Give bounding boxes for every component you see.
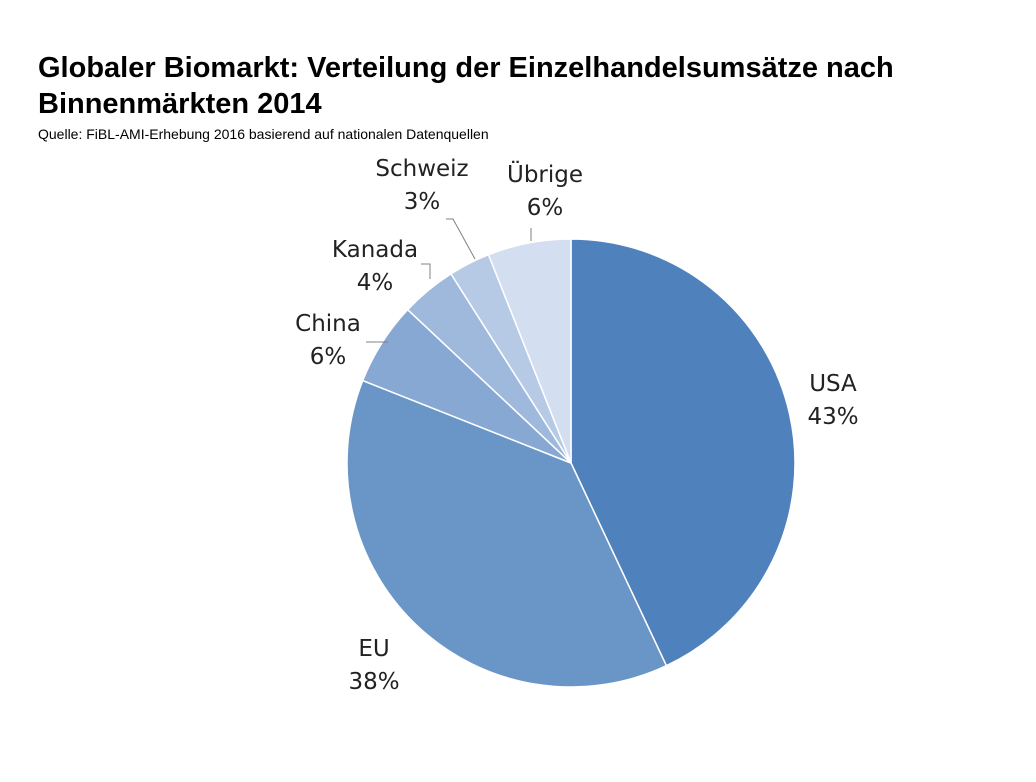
slice-label-kanada: Kanada 4% xyxy=(332,237,418,296)
slice-name: Schweiz xyxy=(375,156,468,182)
slice-percent: 3% xyxy=(404,189,441,215)
pie-slice-eu xyxy=(346,379,668,688)
slice-name: Kanada xyxy=(332,237,418,263)
pie-slice-usa xyxy=(570,238,796,667)
slice-label-usa: USA 43% xyxy=(807,371,858,430)
chart-source: Quelle: FiBL-AMI-Erhebung 2016 basierend… xyxy=(38,126,489,142)
pie-slice-übrige xyxy=(487,238,572,464)
slice-percent: 4% xyxy=(357,270,394,296)
slice-percent: 38% xyxy=(348,669,399,695)
slice-label-übrige: Übrige 6% xyxy=(507,160,583,221)
slice-name: Übrige xyxy=(507,160,583,188)
slice-percent: 6% xyxy=(310,344,347,370)
slice-label-china: China 6% xyxy=(295,311,361,370)
slice-percent: 43% xyxy=(807,404,858,430)
page-title: Globaler Biomarkt: Verteilung der Einzel… xyxy=(38,52,894,120)
slice-label-schweiz: Schweiz 3% xyxy=(375,156,468,215)
slice-percent: 6% xyxy=(527,195,564,221)
slice-label-eu: EU 38% xyxy=(348,636,399,695)
slice-name: EU xyxy=(358,636,389,662)
slice-name: USA xyxy=(809,371,857,397)
leader-line-schweiz xyxy=(446,218,476,260)
slice-name: China xyxy=(295,311,361,337)
leader-line-kanada xyxy=(421,263,431,279)
